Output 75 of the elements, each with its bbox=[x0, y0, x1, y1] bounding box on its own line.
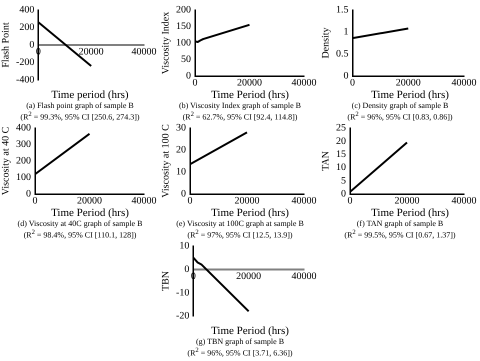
text: (R$^{2}$ = 96%, 95% CI [3.71, 6.36]) bbox=[186, 346, 294, 358]
y-tick-label: 100 bbox=[176, 38, 191, 49]
y-tick-label: 20 bbox=[176, 144, 186, 156]
x-tick-label: 20000 bbox=[78, 46, 104, 58]
x-axis-title: Time Period (hrs) bbox=[210, 325, 290, 337]
y-tick-label: 200 bbox=[176, 4, 191, 16]
y-tick-label: 15 bbox=[336, 149, 346, 160]
y-tick-label: 400 bbox=[19, 4, 34, 16]
x-tick-label: 40000 bbox=[292, 78, 316, 89]
x-axis-title: Time Period (hrs) bbox=[370, 89, 450, 101]
y-tick-label: 10 bbox=[179, 240, 190, 252]
x-axis-title: Time Period (hrs) bbox=[210, 89, 290, 101]
x-tick-label: 20000 bbox=[396, 78, 421, 89]
y-tick-label: -400 bbox=[16, 74, 34, 86]
text: (d) Viscosity at 40C graph of sample B bbox=[16, 219, 144, 228]
text: (b) Viscosity Index graph of sample B bbox=[178, 101, 302, 110]
x-tick-label: 20000 bbox=[77, 196, 102, 207]
y-tick-label: 100 bbox=[16, 172, 31, 184]
y-tick-label: 1.5 bbox=[336, 4, 348, 16]
y-tick-label: 0 bbox=[181, 188, 186, 200]
y-tick-label: 0.5 bbox=[336, 48, 348, 60]
x-axis-title: Time Period (hrs) bbox=[50, 207, 130, 219]
y-tick-label: 0 bbox=[186, 70, 191, 82]
y-axis-title: TBN bbox=[160, 271, 172, 291]
x-axis-title: Time Period (hrs) bbox=[370, 207, 450, 219]
x-tick-label: 20000 bbox=[236, 270, 262, 282]
text: (f) TAN graph of sample B bbox=[356, 219, 444, 228]
text: (R$^{2}$ = 96%, 95% CI [0.83, 0.86]) bbox=[346, 110, 454, 122]
x-tick-label: 40000 bbox=[452, 196, 476, 207]
x-tick-label: 20000 bbox=[237, 78, 262, 89]
y-tick-label: -20 bbox=[176, 310, 190, 322]
x-tick-label: 20000 bbox=[234, 196, 260, 207]
y-tick-label: 5 bbox=[341, 175, 346, 186]
y-tick-label: 0 bbox=[26, 188, 31, 200]
text: (R$^{2}$ = 99.5%, 95% CI [0.67, 1.37]) bbox=[343, 228, 457, 240]
y-tick-label: 30 bbox=[176, 122, 186, 134]
y-tick-label: -10 bbox=[176, 287, 190, 298]
x-axis-title: Time Period (hrs) bbox=[210, 207, 290, 219]
y-axis-title: Viscosity at 100 C bbox=[160, 124, 172, 198]
y-axis-title: Flash Point bbox=[0, 22, 12, 68]
y-tick-label: 150 bbox=[176, 21, 191, 32]
text: (g) TBN graph of sample B bbox=[194, 337, 286, 346]
y-tick-label: 0 bbox=[29, 40, 34, 51]
y-axis-title: Viscosity Index bbox=[160, 12, 172, 74]
text: (c) Density graph of sample B bbox=[350, 101, 450, 110]
text: (R$^{2}$ = 98.4%, 95% CI [110.1, 128]) bbox=[22, 228, 138, 240]
y-tick-label: -200 bbox=[16, 57, 34, 68]
y-tick-label: 200 bbox=[19, 22, 34, 34]
y-tick-label: 25 bbox=[336, 122, 346, 134]
y-axis-title: Density bbox=[320, 27, 332, 59]
x-tick-label: 40000 bbox=[452, 78, 476, 89]
y-tick-label: 20 bbox=[336, 136, 346, 147]
y-tick-label: 400 bbox=[16, 122, 31, 134]
text: (R$^{2}$ = 62.7%, 95% CI [92.4, 114.8]) bbox=[182, 110, 298, 122]
x-tick-label: 40000 bbox=[132, 196, 156, 207]
y-tick-label: 0 bbox=[341, 188, 346, 200]
y-tick-label: 200 bbox=[16, 156, 31, 167]
x-tick-label: 40000 bbox=[132, 46, 156, 58]
y-axis-title: TAN bbox=[320, 151, 332, 171]
text: (R$^{2}$ = 99.3%, 95% CI [250.6, 274.3]) bbox=[19, 110, 141, 122]
text: (a) Flash point graph of sample B bbox=[25, 101, 135, 110]
y-tick-label: 10 bbox=[336, 162, 346, 174]
y-tick-label: 0 bbox=[184, 264, 190, 275]
y-axis-title: Viscosity at 40 C bbox=[0, 126, 12, 196]
x-tick-label: 40000 bbox=[292, 270, 316, 282]
y-tick-label: 10 bbox=[176, 166, 186, 178]
x-tick-label: 20000 bbox=[394, 196, 420, 207]
x-axis-title: Time period (hrs) bbox=[50, 89, 130, 101]
text: (e) Viscosity at 100C graph at sample B bbox=[175, 219, 305, 228]
y-tick-label: 1 bbox=[344, 26, 348, 38]
y-tick-label: 300 bbox=[16, 139, 31, 150]
x-tick-label: 40000 bbox=[292, 196, 316, 207]
text: (R$^{2}$ = 97%, 95% CI [12.5, 13.9]) bbox=[186, 228, 294, 240]
y-tick-label: 50 bbox=[181, 54, 191, 66]
y-tick-label: 0 bbox=[344, 70, 348, 82]
